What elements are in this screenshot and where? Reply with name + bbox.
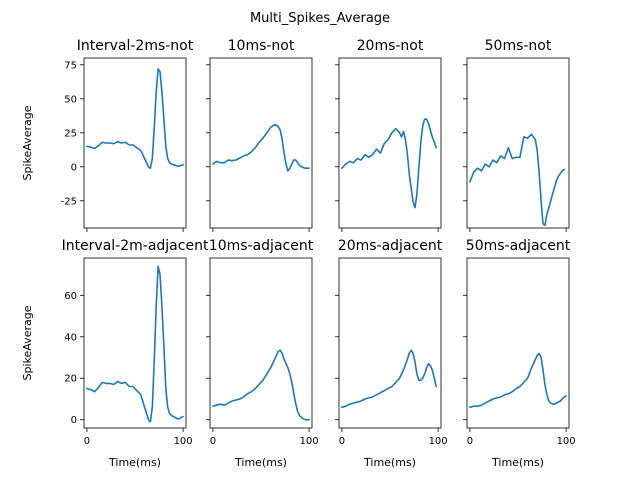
y-tick-label: 0 bbox=[71, 162, 77, 173]
x-tick-label: 100 bbox=[174, 436, 193, 447]
y-tick-label: 75 bbox=[64, 60, 77, 71]
x-axis-label: Time(ms) bbox=[108, 456, 161, 469]
subplot-4: 50ms-not bbox=[463, 38, 570, 232]
series-line bbox=[212, 123, 310, 172]
series-line bbox=[469, 133, 566, 227]
series-line bbox=[212, 349, 310, 421]
y-axis-label: SpikeAverage bbox=[21, 305, 34, 380]
x-axis-label: Time(ms) bbox=[234, 456, 287, 469]
x-tick-label: 0 bbox=[84, 436, 90, 447]
series-line bbox=[86, 68, 184, 169]
subplot-title: 10ms-adjacent bbox=[209, 238, 314, 254]
axes-frame bbox=[83, 257, 187, 429]
axes-frame bbox=[209, 257, 313, 429]
subplot-title: 20ms-not bbox=[357, 38, 424, 54]
x-tick-label: 0 bbox=[210, 436, 216, 447]
y-axis-label: SpikeAverage bbox=[21, 105, 34, 180]
subplot-title: Interval-2m-adjacent bbox=[62, 238, 209, 254]
axes-frame bbox=[466, 57, 570, 229]
subplot-8: 50ms-adjacent 0 100 Time(ms) bbox=[463, 238, 576, 469]
subplot-title: 50ms-adjacent bbox=[466, 238, 571, 254]
y-tick-label: 25 bbox=[64, 128, 77, 139]
axes-frame bbox=[338, 257, 442, 429]
series-line bbox=[341, 118, 438, 209]
y-tick-label: 50 bbox=[64, 94, 77, 105]
axes-frame bbox=[338, 57, 442, 229]
series-line bbox=[86, 265, 184, 423]
x-tick-label: 0 bbox=[467, 436, 473, 447]
x-axis-label: Time(ms) bbox=[491, 456, 544, 469]
subplot-3: 20ms-not bbox=[335, 38, 442, 232]
subplot-title: 50ms-not bbox=[485, 38, 552, 54]
y-tick-label: 20 bbox=[64, 374, 77, 385]
subplot-7: 20ms-adjacent 0 100 Time(ms) bbox=[335, 238, 448, 469]
series-line bbox=[341, 349, 438, 409]
subplot-title: Interval-2ms-not bbox=[77, 38, 194, 54]
x-tick-label: 100 bbox=[557, 436, 576, 447]
subplot-2: 10ms-not bbox=[206, 38, 313, 232]
subplot-5: Interval-2m-adjacent 0 20 40 60 0 100 Time(ms) S… bbox=[21, 238, 209, 469]
x-tick-label: 100 bbox=[429, 436, 448, 447]
figure-title: Multi_Spikes_Average bbox=[250, 11, 390, 26]
axes-frame bbox=[83, 57, 187, 229]
axes-frame bbox=[209, 57, 313, 229]
x-tick-label: 100 bbox=[300, 436, 319, 447]
subplot-title: 10ms-not bbox=[228, 38, 295, 54]
subplot-1: Interval-2ms-not -25 0 25 50 75 SpikeAverage bbox=[21, 38, 194, 232]
x-tick-label: 0 bbox=[339, 436, 345, 447]
axes-frame bbox=[466, 257, 570, 429]
x-axis-label: Time(ms) bbox=[363, 456, 416, 469]
subplot-6: 10ms-adjacent 0 100 Time(ms) bbox=[206, 238, 319, 469]
y-tick-label: -25 bbox=[61, 196, 77, 207]
y-tick-label: 40 bbox=[64, 332, 77, 343]
subplot-title: 20ms-adjacent bbox=[338, 238, 443, 254]
subplot-grid: Interval-2ms-not -25 0 25 50 75 SpikeAverage 10… bbox=[21, 38, 576, 469]
series-line bbox=[469, 352, 567, 409]
y-tick-label: 60 bbox=[64, 291, 77, 302]
y-tick-label: 0 bbox=[71, 415, 77, 426]
